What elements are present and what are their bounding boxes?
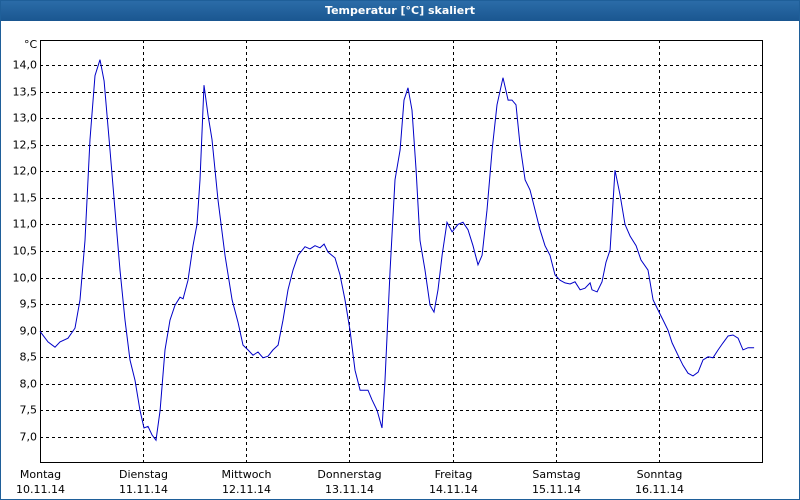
x-tick-date: 10.11.14 xyxy=(16,483,65,496)
y-tick-label: 12,5 xyxy=(13,139,38,152)
x-tick-label: Montag xyxy=(20,468,61,481)
y-tick-label: 12,0 xyxy=(13,165,38,178)
y-tick-label: 14,0 xyxy=(13,59,38,72)
y-tick-label: 13,5 xyxy=(13,86,38,99)
y-tick-label: 8,5 xyxy=(20,351,38,364)
y-tick-label: 7,5 xyxy=(20,404,38,417)
x-tick-date: 12.11.14 xyxy=(222,483,271,496)
x-tick-label: Mittwoch xyxy=(222,468,272,481)
x-tick-date: 16.11.14 xyxy=(635,483,684,496)
y-tick-label: 11,0 xyxy=(13,218,38,231)
x-tick-label: Freitag xyxy=(435,468,473,481)
x-tick-date: 11.11.14 xyxy=(119,483,168,496)
y-unit: °C xyxy=(24,38,38,51)
x-tick-date: 14.11.14 xyxy=(429,483,478,496)
x-tick-date: 13.11.14 xyxy=(325,483,374,496)
temperature-line xyxy=(39,59,755,442)
window-title: Temperatur [°C] skaliert xyxy=(1,1,799,21)
x-tick-label: Samstag xyxy=(532,468,580,481)
y-tick-label: 13,0 xyxy=(13,112,38,125)
y-tick-label: 8,0 xyxy=(20,378,38,391)
y-tick-label: 9,0 xyxy=(20,325,38,338)
x-tick-label: Donnerstag xyxy=(317,468,381,481)
y-tick-label: 11,5 xyxy=(13,192,38,205)
y-tick-label: 9,5 xyxy=(20,298,38,311)
y-tick-label: 10,0 xyxy=(13,272,38,285)
chart: °C 7,0 7,5 8,0 8,5 9,0 9,5 10,0 10,5 11,0 11,5 12,… xyxy=(13,38,763,496)
x-tick-date: 15.11.14 xyxy=(532,483,581,496)
x-tick-label: Dienstag xyxy=(119,468,168,481)
y-tick-label: 10,5 xyxy=(13,245,38,258)
x-tick-label: Sonntag xyxy=(637,468,683,481)
y-tick-label: 7,0 xyxy=(20,431,38,444)
plot-frame xyxy=(40,40,763,463)
